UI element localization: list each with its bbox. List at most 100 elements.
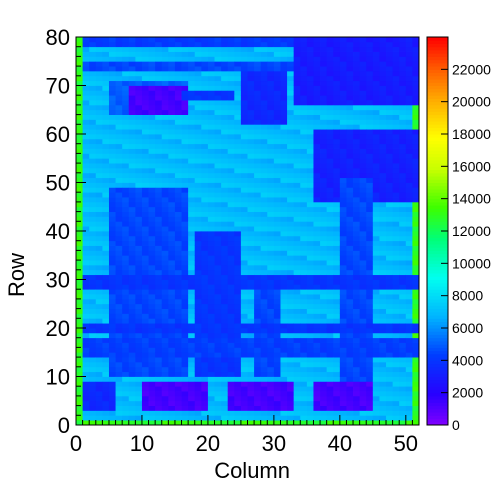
heatmap-cell xyxy=(247,75,255,82)
heatmap-cell xyxy=(333,216,341,222)
heatmap-cell xyxy=(207,381,215,387)
heatmap-cell xyxy=(260,274,268,280)
heatmap-cell xyxy=(293,294,301,300)
heatmap-cell xyxy=(300,119,308,125)
heatmap-cell xyxy=(392,119,400,125)
heatmap-cell xyxy=(181,313,189,319)
heatmap-cell xyxy=(300,51,308,57)
heatmap-cell xyxy=(115,100,123,106)
y-tick-label: 60 xyxy=(46,122,70,147)
heatmap-cell xyxy=(214,376,222,382)
heatmap-cell xyxy=(155,226,163,232)
heatmap-cell xyxy=(141,245,149,251)
heatmap-cell xyxy=(207,366,215,373)
heatmap-cell xyxy=(392,318,400,324)
y-tick-label: 40 xyxy=(46,219,70,244)
heatmap-cell xyxy=(207,187,215,193)
heatmap-cell xyxy=(353,158,361,164)
heatmap-cell xyxy=(359,366,367,373)
heatmap-cell xyxy=(254,303,262,309)
heatmap-cell xyxy=(201,318,209,324)
heatmap-cell xyxy=(115,104,123,111)
heatmap-cell xyxy=(366,357,374,363)
heatmap-cell xyxy=(108,124,116,130)
heatmap-cell xyxy=(148,206,156,212)
heatmap-cell xyxy=(201,260,209,266)
heatmap-cell xyxy=(254,240,262,246)
heatmap-cell xyxy=(339,221,347,227)
heatmap-cell xyxy=(372,405,380,411)
heatmap-cell xyxy=(287,51,295,57)
heatmap-cell xyxy=(372,41,380,48)
palette-swatch xyxy=(427,188,448,193)
heatmap-cell xyxy=(207,226,215,232)
x-axis: 0 10 20 30 40 50 xyxy=(70,415,420,456)
heatmap-cell xyxy=(168,381,176,387)
heatmap-cell xyxy=(188,51,196,57)
heatmap-cell xyxy=(287,124,295,130)
heatmap-cell xyxy=(359,226,367,232)
heatmap-cell xyxy=(287,303,295,309)
heatmap-cell xyxy=(168,410,176,416)
heatmap-cell xyxy=(320,211,328,217)
heatmap-cell xyxy=(280,255,288,261)
heatmap-cell xyxy=(201,158,209,164)
heatmap-cell xyxy=(201,109,209,115)
heatmap-cell xyxy=(168,90,176,96)
heatmap-cell xyxy=(135,245,143,251)
heatmap-cell xyxy=(280,221,288,227)
heatmap-cell xyxy=(207,138,215,145)
palette-swatch xyxy=(427,302,448,306)
heatmap-cell xyxy=(141,114,149,120)
heatmap-cell xyxy=(353,231,361,237)
heatmap-cell xyxy=(392,289,400,295)
heatmap-cell xyxy=(293,347,301,353)
heatmap-cell xyxy=(227,410,235,416)
heatmap-cell xyxy=(141,371,149,377)
heatmap-cell xyxy=(306,201,314,208)
heatmap-cell xyxy=(366,328,374,334)
heatmap-cell xyxy=(227,61,235,67)
heatmap-cell xyxy=(293,274,301,280)
heatmap-cell xyxy=(300,177,308,183)
heatmap-cell xyxy=(287,216,295,222)
heatmap-cell xyxy=(267,187,275,193)
heatmap-cell xyxy=(359,410,367,416)
heatmap-cell xyxy=(287,153,295,159)
heatmap-cell xyxy=(353,323,361,329)
heatmap-cell xyxy=(359,332,367,339)
heatmap-cell xyxy=(128,284,136,290)
heatmap-cell xyxy=(82,46,90,52)
heatmap-cell xyxy=(326,206,334,212)
heatmap-cell xyxy=(267,235,275,242)
heatmap-cell xyxy=(174,410,182,416)
heatmap-cell xyxy=(201,332,209,339)
heatmap-cell xyxy=(102,153,110,159)
heatmap-cell xyxy=(379,90,387,96)
heatmap-cell xyxy=(214,294,222,300)
heatmap-cell xyxy=(333,386,341,392)
heatmap-cell xyxy=(89,415,97,421)
heatmap-cell xyxy=(320,264,328,271)
heatmap-cell xyxy=(273,221,281,227)
heatmap-cell xyxy=(234,85,242,91)
heatmap-cell xyxy=(287,245,295,251)
palette-tick-label: 12000 xyxy=(452,223,491,239)
heatmap-cell xyxy=(326,109,334,115)
heatmap-cell xyxy=(89,153,97,159)
heatmap-cell xyxy=(201,284,209,290)
heatmap-cell xyxy=(412,279,420,285)
heatmap-cell xyxy=(148,104,156,111)
heatmap-cell xyxy=(320,95,328,101)
heatmap-cell xyxy=(201,148,209,154)
heatmap-cell xyxy=(260,109,268,115)
palette-swatch xyxy=(427,405,448,410)
heatmap-cell xyxy=(115,206,123,212)
heatmap-cell xyxy=(392,250,400,256)
heatmap-cell xyxy=(247,143,255,149)
heatmap-cell xyxy=(287,337,295,343)
heatmap-cell xyxy=(234,337,242,343)
heatmap-cell xyxy=(320,352,328,358)
heatmap-cell xyxy=(313,391,321,397)
heatmap-cell xyxy=(76,163,83,169)
